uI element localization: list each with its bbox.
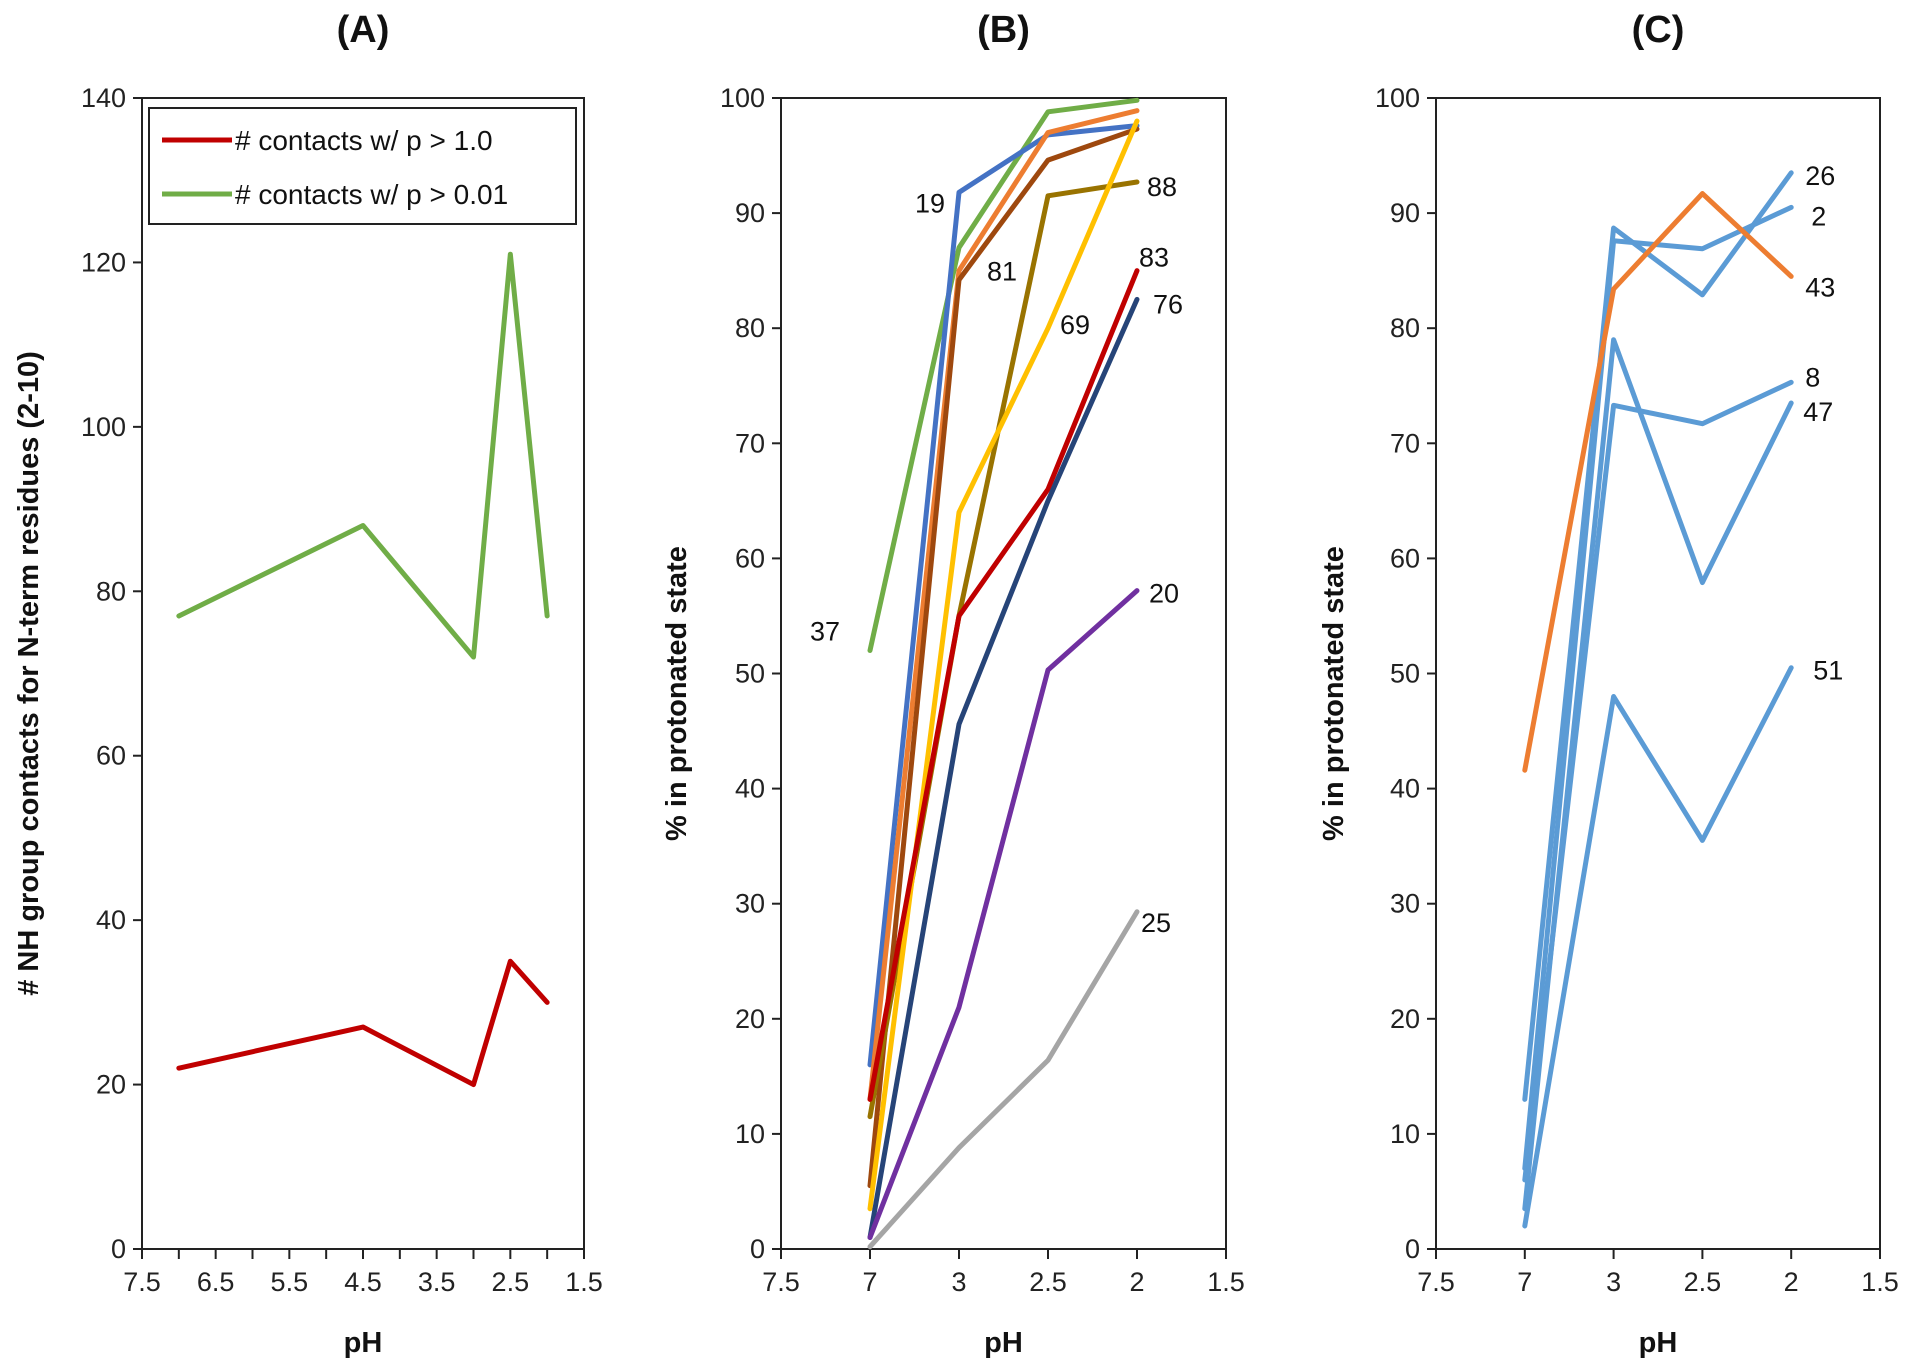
series-line-51 (1522, 665, 1794, 1229)
series-line-43 (1522, 191, 1794, 773)
data-label: 76 (1153, 289, 1183, 319)
y-tick-label: 20 (735, 1004, 765, 1034)
y-tick-label: 100 (81, 412, 126, 442)
y-axis-title: % in protonated state (1318, 546, 1350, 841)
x-axis-title: pH (1639, 1327, 1678, 1359)
y-tick-label: 60 (96, 741, 126, 771)
panel-c: 0 10 20 30 40 50 60 70 80 90 100 7.5 7 3 2.5 2 1.5 (C) pH%… (1318, 9, 1899, 1359)
panel-a: 0 20 40 60 80 100 120 140 7.5 6.5 5.5 4.5 3.5 2.5 1.5 (… (13, 9, 603, 1359)
x-tick-label: 2.5 (1029, 1267, 1067, 1297)
series-line-25 (867, 909, 1140, 1250)
panel-title: (B) (977, 9, 1030, 51)
x-tick-label: 7.5 (123, 1267, 161, 1297)
series-line-contacts-w-p-0-01 (176, 251, 550, 660)
y-tick-label: 100 (720, 83, 765, 113)
y-tick-label: 50 (735, 659, 765, 689)
y-tick-label: 40 (1390, 774, 1420, 804)
data-label: 81 (987, 257, 1017, 287)
x-tick-label: 7.5 (762, 1267, 800, 1297)
y-tick-label: 0 (750, 1234, 765, 1264)
panel-b: 0 10 20 30 40 50 60 70 80 90 100 7.5 7 3 2.5 2 1.5 (B) pH%… (661, 9, 1245, 1359)
y-tick-label: 40 (96, 905, 126, 935)
data-label: 51 (1813, 656, 1843, 686)
series-line-76 (867, 296, 1140, 1240)
data-label: 20 (1149, 579, 1179, 609)
series-line-26 (1522, 170, 1794, 1102)
series-line-unlabeled (867, 126, 1140, 1189)
y-tick-label: 100 (1375, 83, 1420, 113)
data-label: 88 (1147, 172, 1177, 202)
y-tick-label: 90 (735, 198, 765, 228)
y-tick-label: 20 (1390, 1004, 1420, 1034)
series-line-81 (867, 108, 1140, 1102)
panel-title: (C) (1632, 9, 1685, 51)
x-tick-label: 7.5 (1417, 1267, 1455, 1297)
series-line-8 (1522, 379, 1794, 1183)
x-axis-title: pH (984, 1327, 1023, 1359)
series-line-19 (867, 123, 1140, 1068)
x-axis-title: pH (344, 1327, 383, 1359)
data-label: 69 (1060, 310, 1090, 340)
x-tick-label: 2.5 (492, 1267, 530, 1297)
x-tick-label: 1.5 (1861, 1267, 1899, 1297)
series-line-37 (867, 97, 1140, 653)
y-axis-title: # NH group contacts for N-term residues … (13, 351, 45, 996)
data-label: 25 (1141, 908, 1171, 938)
data-label: 26 (1805, 161, 1835, 191)
x-tick-label: 2 (1129, 1267, 1144, 1297)
data-label: 37 (810, 616, 840, 646)
series-line-47 (1522, 337, 1794, 1212)
y-tick-label: 120 (81, 247, 126, 277)
y-tick-label: 0 (1405, 1234, 1420, 1264)
series-line-83 (867, 268, 1140, 1102)
y-tick-label: 60 (1390, 543, 1420, 573)
data-label: 83 (1139, 243, 1169, 273)
data-label: 2 (1811, 201, 1826, 231)
data-label: 47 (1803, 397, 1833, 427)
plot-frame (141, 97, 585, 1250)
x-tick-label: 2.5 (1684, 1267, 1722, 1297)
y-tick-label: 80 (1390, 313, 1420, 343)
x-tick-label: 5.5 (271, 1267, 309, 1297)
y-tick-label: 20 (96, 1070, 126, 1100)
y-tick-label: 70 (735, 428, 765, 458)
y-tick-label: 10 (1390, 1119, 1420, 1149)
data-label: 19 (915, 188, 945, 218)
y-tick-label: 10 (735, 1119, 765, 1149)
x-tick-label: 1.5 (565, 1267, 603, 1297)
legend: # contacts w/ p > 1.0 # contacts w/ p > 0… (148, 107, 577, 225)
y-tick-label: 40 (735, 774, 765, 804)
x-tick-label: 6.5 (197, 1267, 235, 1297)
data-label: 8 (1805, 362, 1820, 392)
x-tick-label: 1.5 (1207, 1267, 1245, 1297)
y-tick-label: 90 (1390, 198, 1420, 228)
y-tick-label: 50 (1390, 659, 1420, 689)
series-line-20 (867, 588, 1140, 1240)
legend-box (148, 107, 577, 225)
y-tick-label: 80 (96, 576, 126, 606)
x-tick-label: 4.5 (344, 1267, 382, 1297)
panel-title: (A) (337, 9, 390, 51)
legend-label: # contacts w/ p > 0.01 (235, 179, 508, 210)
y-tick-label: 30 (735, 889, 765, 919)
y-tick-label: 30 (1390, 889, 1420, 919)
series-line-contacts-w-p-1-0 (176, 958, 550, 1088)
x-tick-label: 7 (1517, 1267, 1532, 1297)
x-tick-label: 3 (1606, 1267, 1621, 1297)
x-tick-label: 7 (862, 1267, 877, 1297)
data-label: 43 (1805, 272, 1835, 302)
y-tick-label: 70 (1390, 428, 1420, 458)
y-tick-label: 0 (111, 1234, 126, 1264)
legend-label: # contacts w/ p > 1.0 (235, 125, 493, 156)
y-tick-label: 140 (81, 83, 126, 113)
x-tick-label: 2 (1784, 1267, 1799, 1297)
x-tick-label: 3 (951, 1267, 966, 1297)
y-tick-label: 80 (735, 313, 765, 343)
y-tick-label: 60 (735, 543, 765, 573)
x-tick-label: 3.5 (418, 1267, 456, 1297)
y-axis-title: % in protonated state (661, 546, 693, 841)
